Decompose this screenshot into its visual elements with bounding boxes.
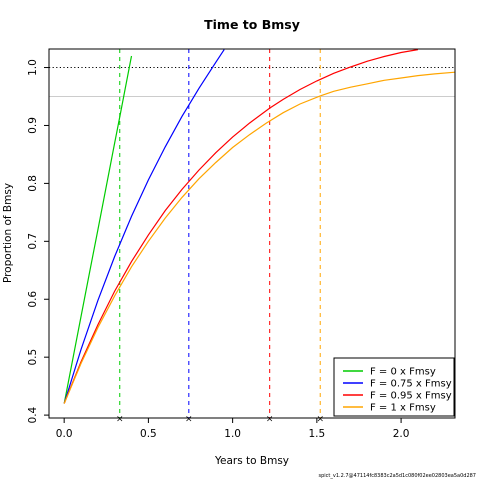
y-tick-label-0: 0.4 — [27, 406, 39, 423]
x-tick-label-0: 0.0 — [56, 428, 73, 440]
reference-lines — [49, 67, 455, 98]
y-tick-label-5: 0.9 — [27, 117, 39, 134]
series-line-1 — [63, 49, 225, 404]
series-line-3 — [63, 71, 455, 404]
legend-label-0: F = 0 x Fmsy — [370, 367, 436, 378]
x-tick-label-3: 1.5 — [309, 428, 326, 440]
y-tick-label-1: 0.5 — [27, 349, 39, 366]
y-tick-label-4: 0.8 — [27, 175, 39, 192]
series-line-2 — [63, 49, 419, 404]
legend-label-1: F = 0.75 x Fmsy — [370, 379, 452, 390]
plot-frame — [48, 48, 456, 419]
y-tick-label-3: 0.7 — [27, 233, 39, 250]
series-lines — [63, 49, 455, 404]
y-tick-label-6: 1.0 — [27, 59, 39, 76]
x-tick-label-2: 1.0 — [224, 428, 241, 440]
time-marker-tick-0: × — [116, 415, 124, 425]
chart-title: Time to Bmsy — [204, 17, 300, 32]
version-footnote: spict_v1.2.7@47114fc8383c2a5d1c080f02ee0… — [319, 473, 477, 479]
y-axis-ticks: 0.4 0.5 0.6 0.7 0.8 0.9 1.0 — [27, 59, 49, 423]
y-tick-label-2: 0.6 — [27, 291, 39, 308]
time-to-bmsy-markers: × × × × — [116, 49, 324, 425]
x-tick-label-4: 2.0 — [393, 428, 410, 440]
legend-label-3: F = 1 x Fmsy — [370, 403, 436, 414]
time-marker-tick-1: × — [185, 415, 193, 425]
x-axis-ticks: 0.0 0.5 1.0 1.5 2.0 — [56, 418, 410, 440]
time-marker-tick-3: × — [316, 415, 324, 425]
time-marker-tick-2: × — [266, 415, 274, 425]
x-tick-label-1: 0.5 — [140, 428, 157, 440]
y-axis-label: Proportion of Bmsy — [2, 183, 14, 283]
legend-label-2: F = 0.95 x Fmsy — [370, 391, 452, 402]
x-axis-label: Years to Bmsy — [214, 455, 289, 467]
series-line-0 — [63, 55, 133, 404]
